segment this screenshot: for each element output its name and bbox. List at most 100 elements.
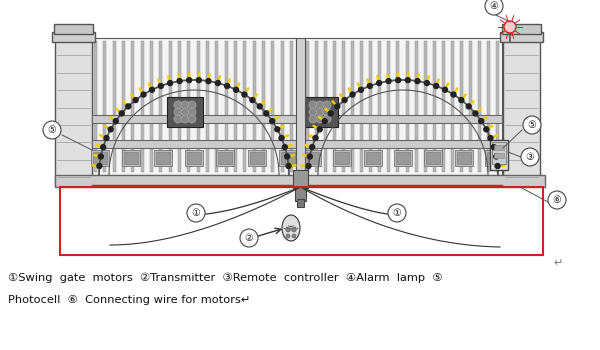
Circle shape [307, 154, 313, 159]
Bar [103, 41, 106, 172]
Circle shape [284, 154, 290, 159]
Circle shape [309, 108, 317, 116]
Bar [296, 38, 305, 175]
Bar [52, 32, 95, 42]
Circle shape [494, 154, 499, 159]
Bar [185, 150, 203, 166]
Bar [55, 30, 92, 185]
Bar [503, 30, 540, 185]
Bar [122, 150, 140, 166]
Bar [60, 187, 543, 255]
Circle shape [97, 163, 102, 169]
Circle shape [174, 101, 182, 109]
Ellipse shape [282, 215, 300, 241]
Circle shape [264, 111, 269, 116]
Circle shape [133, 98, 138, 103]
Circle shape [466, 104, 471, 109]
Circle shape [377, 80, 382, 85]
Circle shape [306, 163, 311, 169]
Bar [244, 41, 247, 172]
Circle shape [283, 145, 287, 149]
Circle shape [415, 79, 420, 84]
Circle shape [270, 119, 275, 124]
Bar [496, 41, 499, 172]
Text: ⑤: ⑤ [527, 120, 536, 130]
Circle shape [335, 104, 340, 109]
Circle shape [488, 135, 493, 141]
Circle shape [388, 204, 406, 222]
Circle shape [485, 0, 503, 15]
Circle shape [322, 119, 327, 124]
Bar [113, 41, 116, 172]
Circle shape [126, 104, 131, 109]
Circle shape [406, 78, 410, 83]
Circle shape [233, 87, 239, 92]
Bar [92, 140, 296, 148]
Bar [305, 152, 319, 164]
Bar [281, 152, 295, 164]
Text: ①Swing  gate  motors  ②Transmitter  ③Remote  controller  ④Alarm  lamp  ⑤: ①Swing gate motors ②Transmitter ③Remote … [8, 273, 443, 284]
Bar [500, 32, 543, 42]
Bar [427, 152, 440, 164]
Circle shape [119, 111, 124, 116]
Circle shape [358, 87, 364, 92]
Bar [342, 41, 345, 172]
Bar [478, 41, 481, 172]
Bar [502, 24, 541, 34]
Circle shape [313, 135, 318, 141]
Bar [91, 150, 109, 166]
Bar [140, 41, 143, 172]
Bar [492, 142, 506, 164]
Bar [93, 152, 107, 164]
Circle shape [224, 83, 230, 89]
Bar [178, 41, 181, 172]
Bar [396, 152, 410, 164]
Circle shape [523, 116, 541, 134]
Bar [234, 41, 237, 172]
Circle shape [451, 92, 456, 97]
Text: ⑥: ⑥ [553, 195, 562, 205]
Circle shape [292, 228, 296, 232]
Circle shape [108, 127, 113, 132]
Bar [487, 152, 501, 164]
Circle shape [443, 87, 448, 92]
Circle shape [323, 108, 331, 116]
Bar [290, 41, 293, 172]
Circle shape [459, 98, 464, 103]
Circle shape [395, 78, 401, 83]
Bar [206, 41, 209, 172]
Circle shape [43, 121, 61, 139]
Bar [388, 41, 391, 172]
Circle shape [491, 145, 496, 149]
Bar [94, 41, 97, 172]
Circle shape [113, 119, 118, 124]
Circle shape [309, 115, 317, 123]
Circle shape [309, 101, 317, 109]
Circle shape [279, 135, 284, 141]
Bar [494, 145, 504, 150]
Circle shape [149, 87, 154, 92]
Circle shape [434, 83, 439, 89]
Circle shape [104, 135, 109, 141]
Circle shape [317, 127, 322, 132]
Text: ②: ② [245, 233, 253, 243]
Circle shape [424, 80, 430, 85]
Bar [370, 41, 373, 172]
Circle shape [316, 101, 324, 109]
Bar [217, 150, 235, 166]
Circle shape [479, 119, 484, 124]
Bar [379, 41, 382, 172]
Bar [460, 41, 463, 172]
Circle shape [174, 115, 182, 123]
Circle shape [196, 78, 202, 83]
Bar [224, 41, 227, 172]
Bar [451, 41, 454, 172]
Circle shape [316, 115, 324, 123]
Circle shape [215, 80, 220, 85]
Circle shape [187, 78, 191, 83]
Circle shape [286, 228, 290, 232]
Bar [397, 41, 400, 172]
Circle shape [141, 92, 146, 97]
Circle shape [181, 101, 189, 109]
Text: ③: ③ [526, 152, 535, 162]
